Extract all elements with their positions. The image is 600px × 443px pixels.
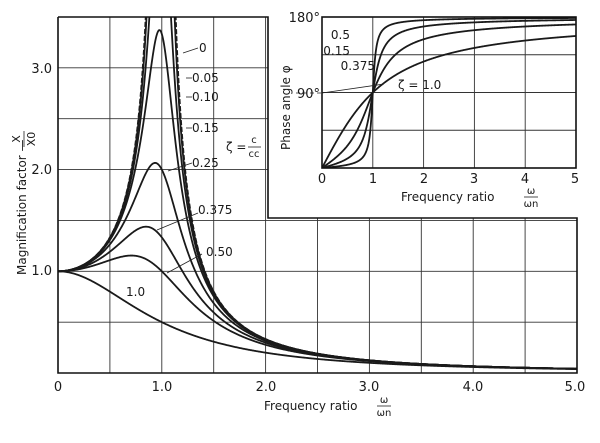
legend-title-text: ζ = [226,140,246,154]
series-label: 0.10 [192,90,219,104]
series-label: 0 [199,41,207,55]
y-tick: 2.0 [31,163,52,178]
series-label: 1.0 [126,285,145,299]
main-series-labels: 0 0.05 0.10 0.15 0.25 0.375 0.50 1.0 [126,41,233,299]
series-label: 0.15 [192,121,219,135]
legend-den: cc [249,149,260,160]
x-tick: 3 [470,172,478,187]
x-tick: 0 [318,172,326,187]
x-label-num: ω [380,395,388,406]
x-tick: 2.0 [256,380,277,395]
main-grid [58,17,577,373]
inset-y-axis-label: Phase angle φ [279,65,293,150]
inset-x-label: Frequency ratio ω ωn [401,186,538,210]
x-tick: 5 [571,172,579,187]
x-tick: 4.0 [463,380,484,395]
series-label: 0.15 [323,44,350,58]
inset-grid [322,17,576,168]
inset-curves [322,17,576,168]
series-label: 0.05 [192,71,219,85]
x-axis-label: Frequency ratio [401,190,494,204]
main-y-label: Magnification factor — X X0 [10,131,38,275]
x-label-num: ω [527,186,535,197]
y-label-den: X0 [25,132,38,147]
inset-frame [321,16,577,169]
inset-ticks: 0 1 2 3 4 5 90° 180° [289,11,579,187]
y-tick: 3.0 [31,62,52,77]
x-tick: 0 [54,380,62,395]
phase-curve-0.15 [322,19,576,168]
main-y-ticks: 1.0 2.0 3.0 [31,62,52,279]
y-tick: 90° [297,87,320,102]
phase-curve-0.5 [322,17,576,168]
series-label: ζ = 1.0 [398,78,441,92]
legend-num: c [251,135,257,146]
y-label-num: X [10,135,23,143]
main-x-ticks: 0 1.0 2.0 3.0 4.0 5.0 [54,380,585,395]
x-axis-label: Frequency ratio [264,399,357,413]
series-label: 0.50 [206,245,233,259]
x-tick: 1 [369,172,377,187]
x-tick: 3.0 [359,380,380,395]
x-tick: 5.0 [565,380,586,395]
main-frame [57,16,578,374]
legend-title: ζ = c cc [226,135,261,160]
phase-curve-1.0 [322,35,576,168]
x-label-den: ωn [377,408,392,419]
y-tick: 180° [289,11,320,26]
x-tick: 1.0 [152,380,173,395]
main-curves [58,17,577,370]
y-axis-label: Magnification factor — [15,139,29,275]
series-label: 0.5 [331,28,350,42]
inset-series-labels: 0.5 0.15 0.375 ζ = 1.0 [323,28,441,92]
series-label: 0.375 [198,203,232,217]
main-x-label: Frequency ratio ω ωn [264,395,391,419]
x-label-den: ωn [524,199,539,210]
x-tick: 2 [420,172,428,187]
series-label: 0.375 [341,59,375,73]
series-label: 0.25 [192,156,219,170]
y-tick: 1.0 [31,264,52,279]
curve-zeta-1.0 [58,270,577,370]
phase-curve-0.375 [322,23,576,168]
x-tick: 4 [521,172,529,187]
